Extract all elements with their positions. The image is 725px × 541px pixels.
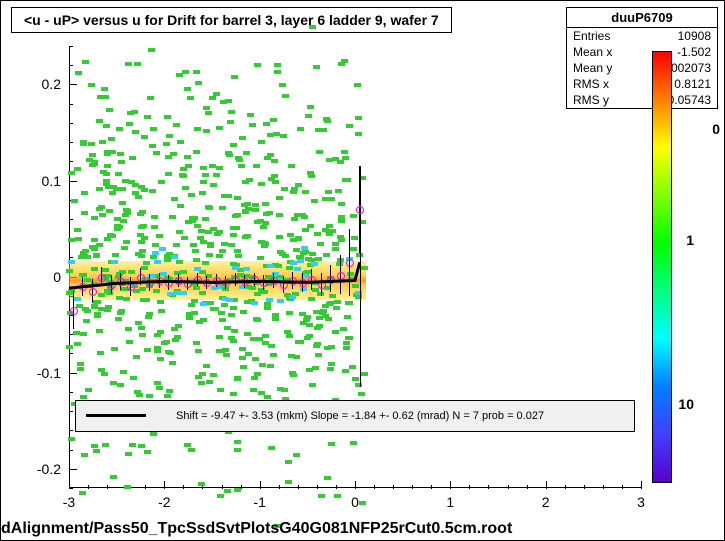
- x-tick-label: 2: [542, 494, 550, 510]
- color-palette: [652, 51, 672, 483]
- y-minor-tick: [69, 488, 73, 489]
- y-tick-label: 0: [53, 269, 69, 285]
- plot-title: <u - uP> versus u for Drift for barrel 3…: [11, 7, 452, 33]
- x-tick-label: -2: [158, 494, 170, 510]
- density-speckle: [318, 494, 325, 498]
- fit-line: [69, 262, 360, 288]
- palette-extra-label: 0: [712, 121, 720, 137]
- stats-rmsy-value: 0.05743: [668, 93, 711, 107]
- density-speckle: [217, 494, 224, 498]
- x-tick-label: -1: [253, 494, 265, 510]
- y-tick-label: -0.2: [37, 461, 69, 477]
- stats-row-entries: Entries 10908: [567, 28, 717, 44]
- palette-tick-label: 1: [686, 232, 694, 248]
- root-canvas: <u - uP> versus u for Drift for barrel 3…: [0, 0, 725, 541]
- y-tick-label: 0.2: [42, 76, 69, 92]
- palette-tick-label: 10: [678, 396, 694, 412]
- stats-rmsx-value: 0.8121: [674, 77, 711, 91]
- stats-meanx-value: -1.502: [677, 45, 711, 59]
- stats-name: duuP6709: [567, 8, 717, 28]
- fit-legend-line-icon: [86, 414, 146, 417]
- footer-filename: dAlignment/Pass50_TpcSsdSvtPlotsG40G081N…: [1, 520, 512, 538]
- y-tick-label: -0.1: [37, 365, 69, 381]
- plot-area: -3-2-10123-0.2-0.100.10.2Shift = -9.47 +…: [69, 46, 641, 488]
- x-tick-label: -3: [63, 494, 75, 510]
- x-tick-label: 0: [351, 494, 359, 510]
- x-tick: [641, 481, 642, 489]
- stats-entries-value: 10908: [678, 29, 711, 43]
- fit-legend-text: Shift = -9.47 +- 3.53 (mkm) Slope = -1.8…: [176, 410, 544, 422]
- density-speckle: [359, 501, 366, 505]
- y-tick-label: 0.1: [42, 173, 69, 189]
- fit-legend-box: Shift = -9.47 +- 3.53 (mkm) Slope = -1.8…: [75, 400, 635, 432]
- stats-entries-label: Entries: [573, 29, 610, 43]
- x-tick-label: 1: [446, 494, 454, 510]
- x-tick-label: 3: [637, 494, 645, 510]
- density-speckle: [334, 494, 341, 498]
- density-speckle: [79, 491, 86, 495]
- density-speckle: [224, 489, 231, 493]
